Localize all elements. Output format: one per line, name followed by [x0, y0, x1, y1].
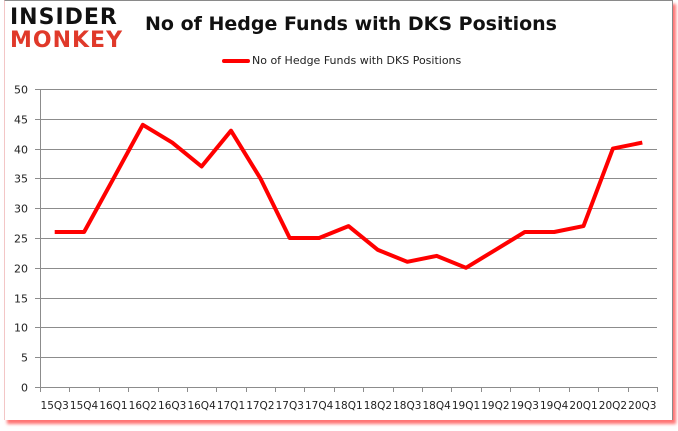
- y-tick-label: 50: [14, 84, 28, 97]
- series-line: [54, 122, 643, 270]
- x-tick-label: 15Q3: [41, 400, 69, 412]
- legend-line-swatch-icon: [222, 58, 250, 63]
- y-tick-label: 5: [21, 352, 28, 365]
- x-tick-label: 17Q4: [305, 400, 334, 412]
- y-tick-label: 25: [14, 233, 28, 246]
- chart-legend: No of Hedge Funds with DKS Positions: [222, 54, 461, 67]
- x-tick-label: 18Q4: [422, 400, 451, 412]
- x-tick-label: 20Q1: [569, 400, 597, 412]
- legend-label: No of Hedge Funds with DKS Positions: [252, 54, 462, 67]
- x-tick-label: 19Q2: [481, 400, 509, 412]
- x-tick-label: 19Q1: [452, 400, 480, 412]
- chart-frame: [4, 0, 673, 420]
- x-tick-label: 18Q1: [334, 400, 362, 412]
- x-axis: 15Q3 15Q4 16Q1 16Q2 16Q3 16Q4 17Q1 17Q2 17Q3 17Q4…: [40, 387, 658, 412]
- x-tick-label: 18Q3: [393, 400, 421, 412]
- y-tick-label: 0: [21, 382, 28, 395]
- x-tick-label: 16Q3: [158, 400, 186, 412]
- x-tick-label: 19Q3: [511, 400, 539, 412]
- y-tick-label: 20: [14, 263, 28, 276]
- logo-line-2: MONKEY: [10, 28, 124, 53]
- x-tick-label: 17Q1: [217, 400, 245, 412]
- gridlines: [35, 89, 657, 388]
- logo-line-1: INSIDER: [10, 5, 118, 30]
- x-tick-label: 16Q1: [99, 400, 127, 412]
- x-tick-label: 18Q2: [364, 400, 392, 412]
- x-tick-label: 16Q2: [129, 400, 157, 412]
- x-tick-label: 17Q2: [246, 400, 274, 412]
- y-tick-label: 45: [14, 114, 28, 127]
- x-tick-label: 16Q4: [187, 400, 216, 412]
- x-tick-label: 20Q2: [599, 400, 627, 412]
- y-tick-label: 10: [14, 322, 28, 335]
- x-tick-label: 15Q4: [70, 400, 99, 412]
- x-tick-label: 17Q3: [276, 400, 304, 412]
- y-tick-label: 15: [14, 293, 28, 306]
- y-tick-label: 35: [14, 173, 28, 186]
- chart-title: No of Hedge Funds with DKS Positions: [145, 13, 557, 35]
- y-tick-label: 40: [14, 144, 28, 157]
- insider-monkey-logo: INSIDER MONKEY: [10, 7, 130, 52]
- x-tick-label: 19Q4: [540, 400, 569, 412]
- y-tick-label: 30: [14, 203, 28, 216]
- x-tick-label: 20Q3: [628, 400, 656, 412]
- y-axis: 0 5 10 15 20 25 30 35 40 45 50: [14, 84, 41, 395]
